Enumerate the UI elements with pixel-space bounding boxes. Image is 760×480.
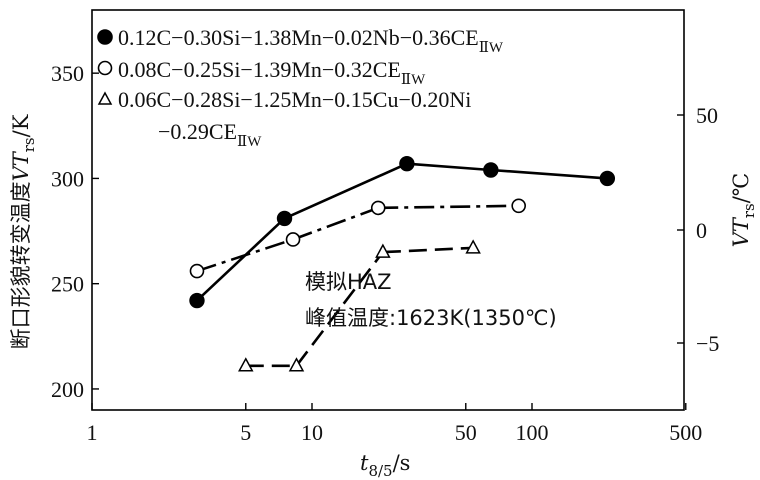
legend-label-2: 0.08C−0.25Si−1.39Mn−0.32CE bbox=[118, 57, 401, 82]
right-y-axis-title-var: VT bbox=[729, 216, 753, 247]
series-2-segment bbox=[292, 206, 379, 241]
series-1-segment bbox=[406, 162, 491, 172]
annotation-line-2: 峰值温度:1623K(1350℃) bbox=[305, 306, 557, 330]
data-point-filled-circle bbox=[399, 155, 415, 172]
right-y-tick-label: 0 bbox=[696, 218, 707, 243]
legend: 0.12C−0.30Si−1.38Mn−0.02Nb−0.36CEⅡW 0.08… bbox=[97, 25, 504, 150]
svg-text:0.12C−0.30Si−1.38Mn−0.02Nb−0.3: 0.12C−0.30Si−1.38Mn−0.02Nb−0.36CEⅡW bbox=[118, 25, 504, 56]
right-y-axis-title-unit: /℃ bbox=[729, 173, 753, 204]
data-point-open-triangle bbox=[288, 357, 305, 372]
left-y-axis-title: 断口形貌转变温度VTrs/K bbox=[9, 114, 38, 349]
x-tick-label: 1 bbox=[87, 420, 98, 445]
series-3 bbox=[238, 239, 481, 372]
data-point-open-triangle bbox=[238, 357, 254, 372]
right-y-tick-label: 50 bbox=[696, 103, 718, 128]
series-1-segment bbox=[490, 168, 608, 180]
series-1 bbox=[189, 155, 616, 309]
data-point-filled-circle bbox=[276, 210, 293, 227]
right-y-axis-title-group: VTrs/℃ bbox=[729, 173, 758, 248]
x-tick-label: 5 bbox=[240, 420, 251, 445]
data-point-filled-circle bbox=[189, 292, 205, 309]
left-y-axis-title-text: 断口形貌转变温度 bbox=[9, 181, 33, 349]
legend-marker-open-triangle bbox=[97, 91, 113, 105]
legend-item-2: 0.08C−0.25Si−1.39Mn−0.32CEⅡW bbox=[97, 57, 426, 88]
series-layer bbox=[189, 155, 616, 372]
legend-item-3: 0.06C−0.28Si−1.25Mn−0.15Cu−0.20Ni −0.29C… bbox=[97, 87, 471, 150]
y-tick-label: 300 bbox=[51, 166, 84, 191]
series-3-segment bbox=[382, 246, 474, 254]
data-point-open-circle bbox=[189, 263, 205, 279]
right-y-axis-ticks: 50 0 −5 bbox=[677, 103, 719, 356]
y-tick-label: 200 bbox=[51, 377, 84, 402]
y-axis-ticks: 200 250 300 350 bbox=[51, 61, 99, 402]
data-point-open-triangle bbox=[465, 239, 481, 254]
x-tick-label: 500 bbox=[669, 420, 702, 445]
legend-label-3-line2: −0.29CE bbox=[158, 119, 237, 144]
series-3-segment bbox=[295, 251, 384, 367]
x-axis-ticks: 1 5 10 50 100 500 bbox=[87, 403, 702, 445]
data-point-open-circle bbox=[370, 200, 386, 216]
y-tick-label: 350 bbox=[51, 61, 84, 86]
x-tick-label: 10 bbox=[301, 420, 323, 445]
svg-text:−0.29CEⅡW: −0.29CEⅡW bbox=[158, 119, 262, 150]
legend-label-3-sub: ⅡW bbox=[237, 134, 262, 150]
left-y-axis-title-var: VT bbox=[9, 150, 33, 181]
legend-label-2-sub: ⅡW bbox=[401, 72, 426, 88]
series-2-segment bbox=[196, 238, 294, 273]
legend-marker-open-circle bbox=[97, 60, 113, 76]
left-y-axis-title-group: 断口形貌转变温度VTrs/K bbox=[9, 114, 38, 349]
plot-frame bbox=[91, 9, 685, 411]
x-axis-title-sub: 8/5 bbox=[368, 462, 392, 480]
x-axis-title: t8/5/s bbox=[360, 451, 410, 480]
legend-marker-filled-circle bbox=[97, 29, 113, 45]
right-y-tick-label: −5 bbox=[696, 331, 719, 356]
series-1-segment bbox=[196, 217, 286, 302]
data-point-filled-circle bbox=[483, 162, 499, 178]
left-y-axis-title-unit: /K bbox=[9, 114, 33, 137]
right-y-axis-title: VTrs/℃ bbox=[729, 173, 758, 248]
legend-item-1: 0.12C−0.30Si−1.38Mn−0.02Nb−0.36CEⅡW bbox=[97, 25, 504, 56]
series-2-segment bbox=[378, 204, 519, 210]
data-point-open-circle bbox=[511, 198, 526, 214]
x-tick-label: 100 bbox=[516, 420, 549, 445]
series-1-segment bbox=[283, 162, 408, 220]
right-y-axis-title-sub: rs bbox=[740, 203, 758, 218]
data-point-filled-circle bbox=[599, 170, 616, 187]
series-2 bbox=[189, 198, 526, 279]
x-axis-title-unit: /s bbox=[393, 451, 411, 475]
x-axis-title-var: t bbox=[360, 451, 369, 475]
legend-label-1: 0.12C−0.30Si−1.38Mn−0.02Nb−0.36CE bbox=[118, 25, 479, 50]
svg-text:0.08C−0.25Si−1.39Mn−0.32CEⅡW: 0.08C−0.25Si−1.39Mn−0.32CEⅡW bbox=[118, 57, 426, 88]
left-y-axis-title-sub: rs bbox=[20, 137, 38, 152]
x-tick-label: 50 bbox=[455, 420, 477, 445]
legend-label-1-sub: ⅡW bbox=[479, 40, 504, 56]
y-tick-label: 250 bbox=[51, 272, 84, 297]
data-point-open-circle bbox=[285, 232, 301, 247]
data-point-open-triangle bbox=[375, 243, 391, 258]
annotation-line-1: 模拟HAZ bbox=[305, 270, 392, 294]
legend-label-3: 0.06C−0.28Si−1.25Mn−0.15Cu−0.20Ni bbox=[118, 87, 471, 112]
